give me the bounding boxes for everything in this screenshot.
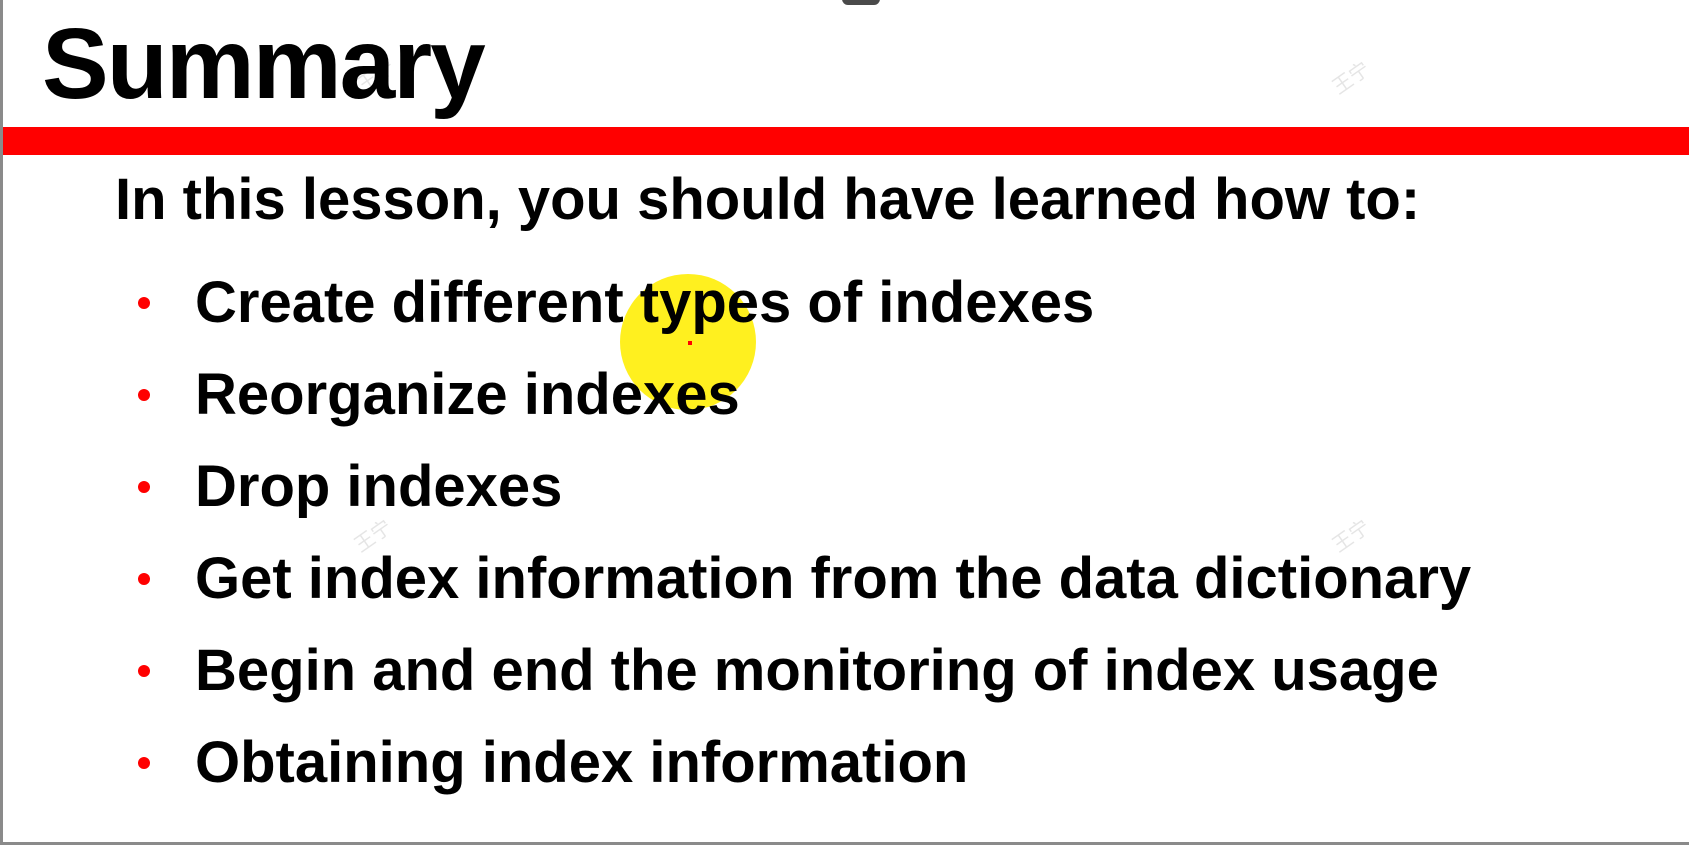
bullet-icon	[138, 757, 150, 769]
bullet-icon	[138, 297, 150, 309]
bullet-text: Drop indexes	[195, 454, 563, 519]
window-left-border	[0, 0, 3, 845]
watermark-text: 王宁	[1327, 56, 1375, 100]
bullet-icon	[138, 481, 150, 493]
bullet-list: Create different types of indexes Reorga…	[138, 257, 1471, 809]
title-underline-bar	[3, 127, 1689, 155]
slide-title: Summary	[42, 8, 486, 120]
cursor-pointer-icon	[688, 341, 692, 345]
bullet-icon	[138, 573, 150, 585]
bullet-item: Obtaining index information	[138, 717, 1471, 809]
bullet-text: Obtaining index information	[195, 730, 969, 795]
bullet-item: Get index information from the data dict…	[138, 533, 1471, 625]
bullet-text: Begin and end the monitoring of index us…	[195, 638, 1439, 703]
bullet-icon	[138, 389, 150, 401]
slide-intro-text: In this lesson, you should have learned …	[115, 167, 1421, 232]
bullet-item: Create different types of indexes	[138, 257, 1471, 349]
bullet-icon	[138, 665, 150, 677]
bullet-item: Reorganize indexes	[138, 349, 1471, 441]
window-bottom-border	[0, 842, 1689, 845]
bullet-item: Begin and end the monitoring of index us…	[138, 625, 1471, 717]
window-top-handle	[842, 0, 880, 5]
bullet-text: Get index information from the data dict…	[195, 546, 1472, 611]
bullet-item: Drop indexes	[138, 441, 1471, 533]
